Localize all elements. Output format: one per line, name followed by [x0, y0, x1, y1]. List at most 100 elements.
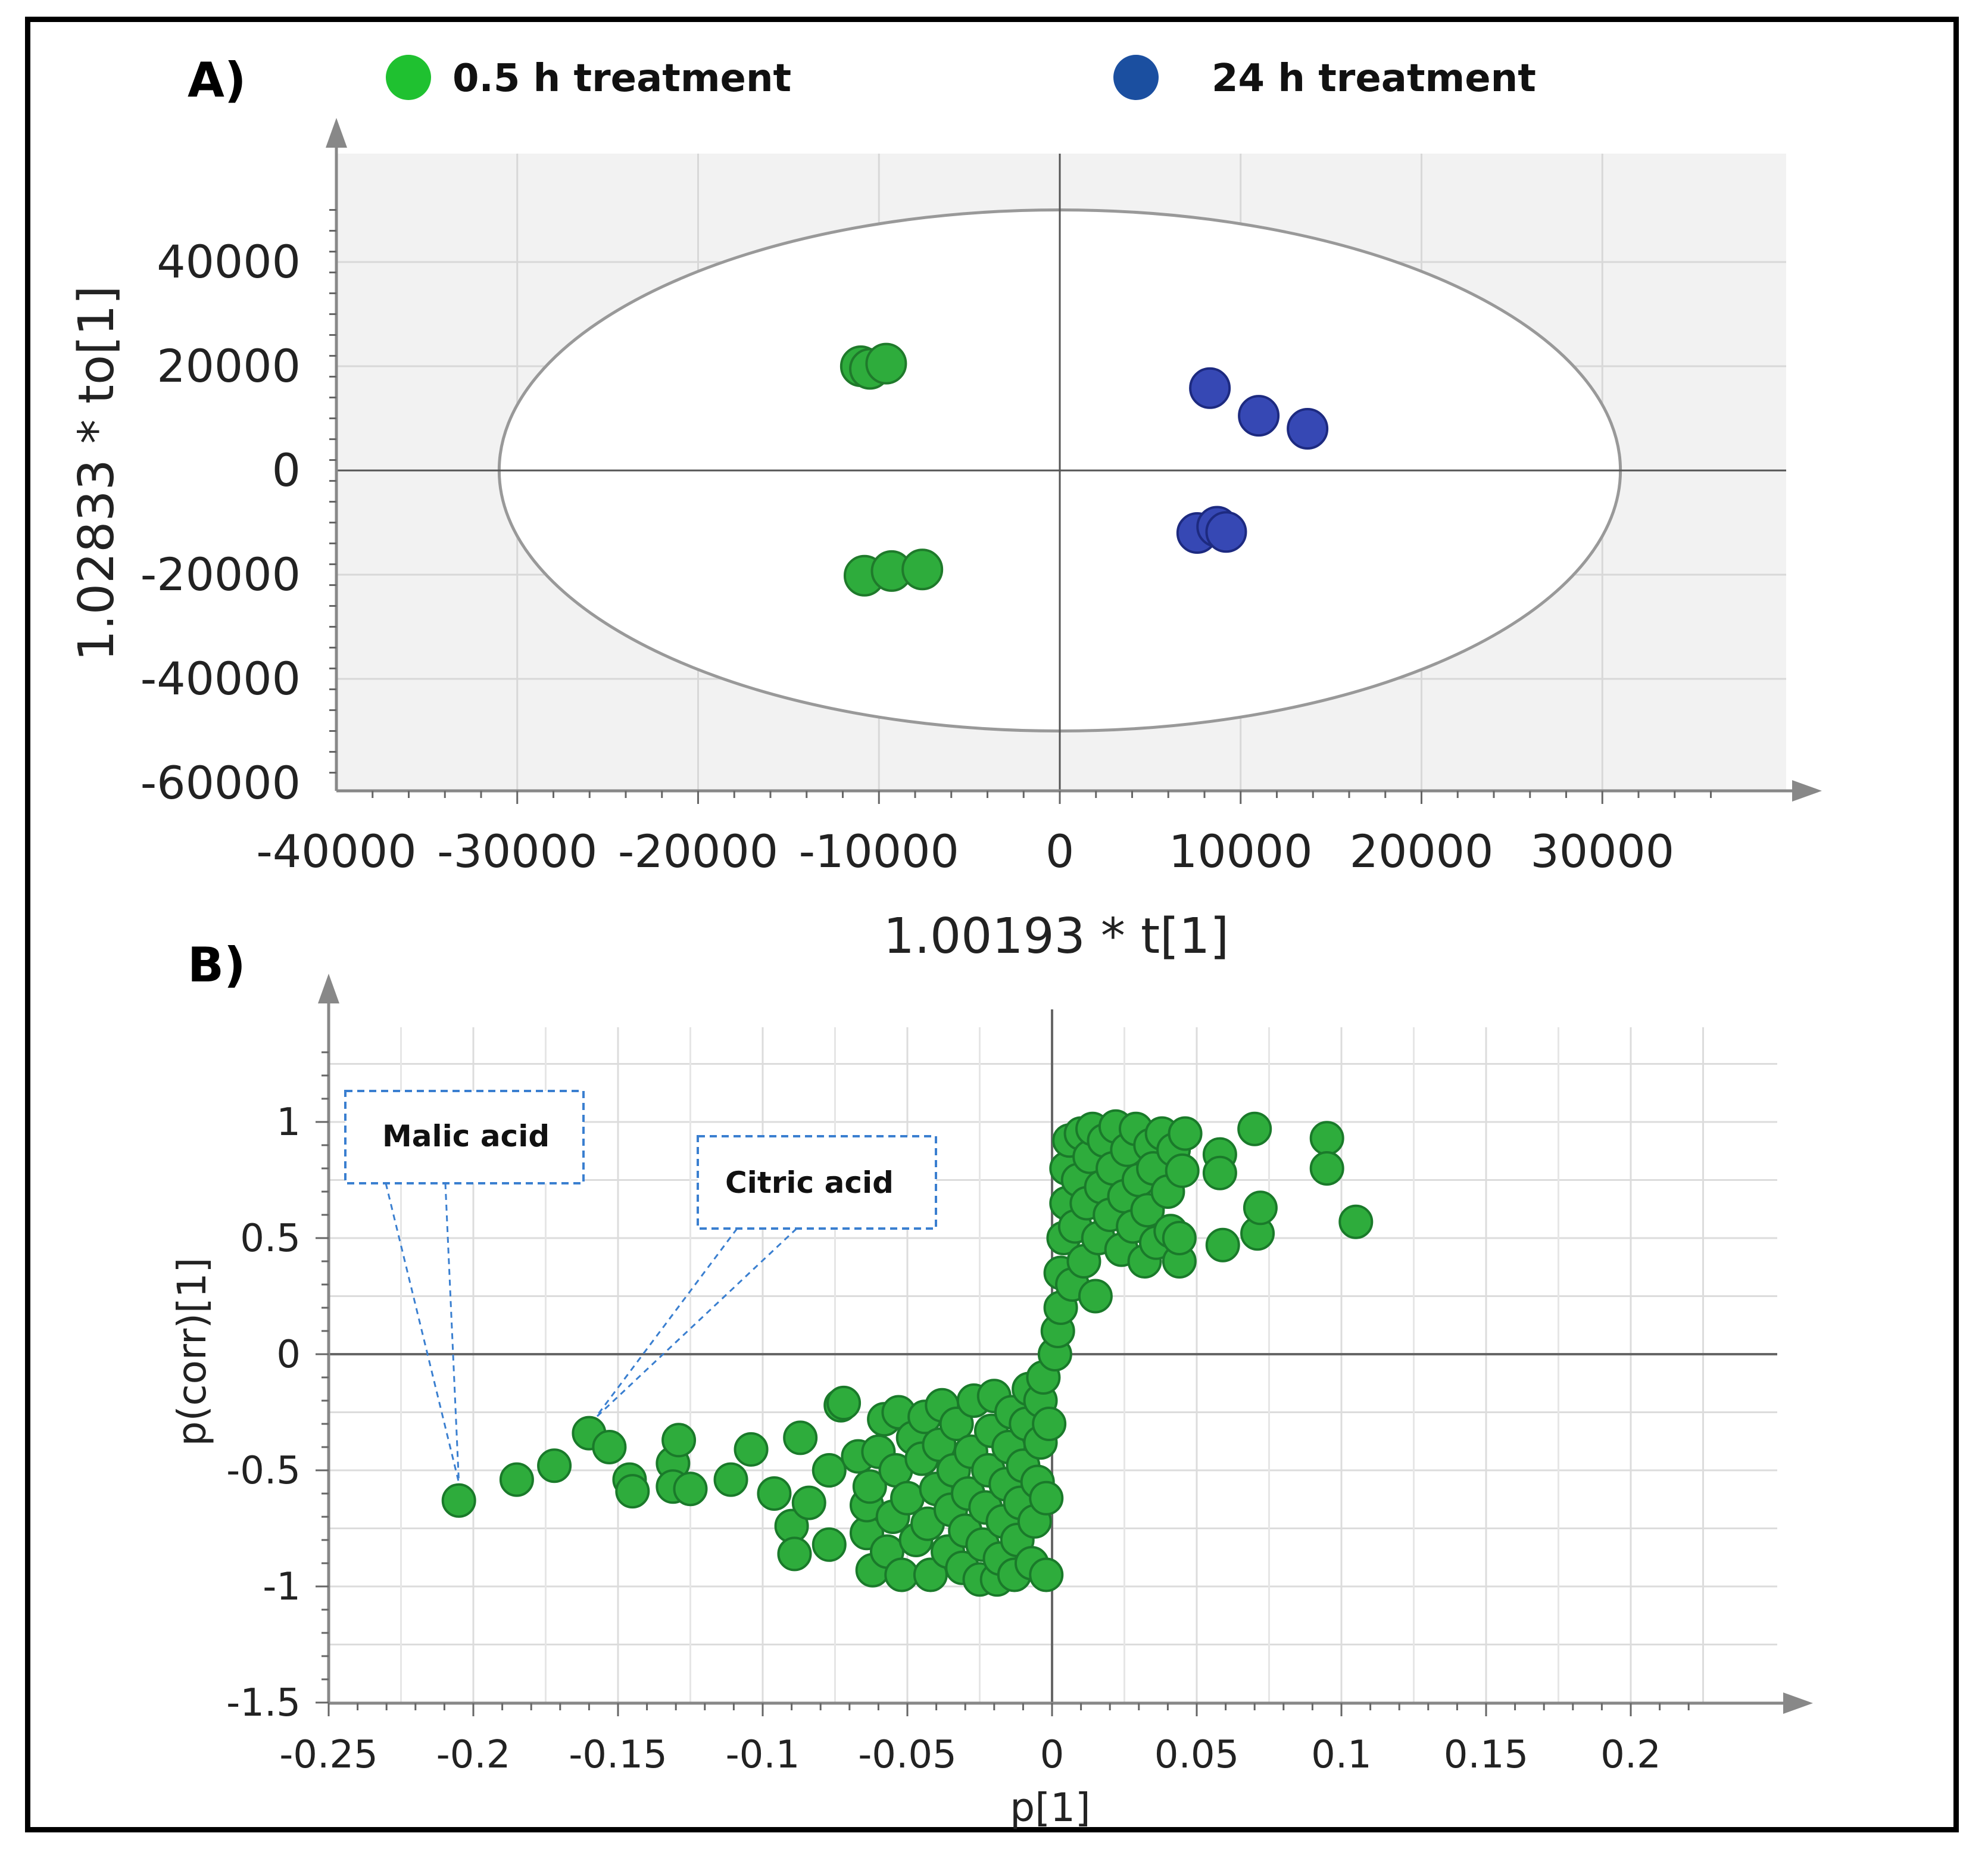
y-tick-label-a: -20000	[141, 548, 301, 601]
variable-point-123	[1202, 1155, 1237, 1190]
y-tick-label-b: -1.5	[226, 1681, 301, 1725]
variable-point-8	[661, 1423, 697, 1458]
y-tick-label-a: 40000	[157, 235, 301, 288]
x-tick-label-a: 0	[1046, 825, 1074, 878]
axes-a	[326, 118, 1822, 804]
x-tick-label-b: -0.1	[726, 1733, 800, 1777]
variable-point-13	[757, 1476, 792, 1511]
x-tick-label-a: 10000	[1169, 825, 1313, 878]
variable-point-4	[592, 1430, 627, 1464]
x-tick-label-b: 0	[1040, 1733, 1065, 1777]
legend-a: 0.5 h treatment 24 h treatment	[386, 55, 1536, 101]
variable-point-125	[1237, 1111, 1272, 1146]
point-24h-1	[1238, 395, 1280, 437]
panel-a-label: A)	[188, 52, 246, 108]
y-axis-title-a: 1.02833 * to[1]	[68, 286, 125, 662]
variable-point-119	[1162, 1221, 1197, 1255]
x-tick-label-a: -20000	[618, 825, 778, 878]
point-24h-2	[1287, 408, 1329, 450]
y-tick-label-b: -0.5	[226, 1449, 301, 1493]
x-tick-label-a: 20000	[1350, 825, 1494, 878]
point-24h-0	[1189, 367, 1231, 409]
points-b	[441, 1109, 1374, 1597]
variable-point-17	[791, 1485, 826, 1520]
zero-lines-a	[336, 154, 1786, 791]
variable-point-79	[1032, 1407, 1067, 1441]
variable-point-47	[939, 1407, 974, 1441]
figure-frame	[25, 17, 1959, 1832]
legend-label-0-5h: 0.5 h treatment	[452, 57, 791, 101]
variable-point-1	[499, 1462, 534, 1497]
citric-acid-leader-2	[594, 1227, 798, 1419]
variable-point-96	[1078, 1279, 1113, 1314]
point-0-5h-5	[901, 548, 944, 591]
x-tick-label-a: -40000	[256, 825, 416, 878]
malic-acid-callout	[344, 1090, 585, 1184]
variable-point-77	[1029, 1557, 1064, 1592]
variable-point-124	[1205, 1227, 1240, 1262]
variable-point-78	[1029, 1480, 1064, 1516]
y-tick-labels-b: -1.5 -1 -0.5 0 0.5 1	[226, 1101, 301, 1725]
x-axis-title-a: 1.00193 * t[1]	[884, 908, 1229, 965]
x-tick-label-a: -10000	[799, 825, 959, 878]
point-24h-5	[1205, 511, 1247, 553]
y-tick-label-b: 1	[276, 1101, 301, 1145]
y-tick-label-a: -40000	[141, 652, 301, 705]
x-tick-label-b: 0.15	[1444, 1733, 1529, 1777]
annotations-b: Malic acid Citric acid	[344, 1090, 937, 1483]
variable-point-121	[1168, 1116, 1203, 1151]
y-tick-label-a: 0	[272, 444, 301, 497]
x-tick-label-b: 0.1	[1311, 1733, 1372, 1777]
malic-acid-label: Malic acid	[382, 1119, 550, 1154]
y-tick-label-a: 20000	[157, 339, 301, 392]
y-axis-arrow-a	[326, 118, 347, 148]
variable-point-12	[734, 1432, 769, 1467]
legend-label-24h: 24 h treatment	[1212, 57, 1536, 101]
legend-marker-0-5h	[386, 55, 431, 100]
y-tick-label-b: 0.5	[240, 1217, 301, 1261]
y-tick-label-b: -1	[263, 1565, 301, 1609]
points-a	[839, 342, 1329, 597]
variable-point-130	[1338, 1204, 1374, 1239]
y-tick-label-a: -60000	[141, 756, 301, 809]
variable-point-19	[812, 1453, 847, 1488]
panel-a: A) 0.5 h treatment 24 h treatment -40000…	[68, 52, 1822, 965]
y-tick-label-b: 0	[276, 1333, 301, 1377]
variable-point-21	[826, 1385, 862, 1420]
x-tick-label-b: -0.15	[569, 1733, 667, 1777]
variable-point-15	[777, 1536, 812, 1572]
panel-b-label: B)	[188, 937, 246, 993]
variable-point-0	[441, 1483, 476, 1518]
citric-acid-leader-1	[594, 1228, 738, 1419]
variable-point-11	[713, 1462, 748, 1497]
x-tick-label-b: 0.05	[1154, 1733, 1240, 1777]
y-axis-arrow-b	[318, 974, 339, 1003]
x-tick-labels-b: -0.25 -0.2 -0.15 -0.1 -0.05 0 0.05 0.1 0.15 0.2	[279, 1733, 1661, 1777]
variable-point-6	[615, 1474, 650, 1509]
x-tick-label-b: 0.2	[1600, 1733, 1661, 1777]
variable-point-120	[1165, 1153, 1200, 1188]
malic-acid-leader-2	[444, 1183, 460, 1483]
x-axis-title-b: p[1]	[1010, 1785, 1090, 1831]
variable-point-127	[1243, 1190, 1278, 1226]
variable-point-16	[783, 1420, 818, 1455]
axes-b	[316, 974, 1813, 1716]
x-tick-labels-a: -40000 -30000 -20000 -10000 0 10000 20000 30000	[256, 825, 1674, 878]
variable-point-129	[1309, 1151, 1344, 1186]
variable-point-128	[1309, 1121, 1344, 1156]
x-axis-arrow-a	[1792, 780, 1822, 802]
variable-point-33	[884, 1557, 919, 1592]
point-0-5h-2	[865, 342, 907, 385]
malic-acid-leader-1	[385, 1183, 460, 1483]
citric-acid-label: Citric acid	[725, 1165, 894, 1200]
panel-b: B) -0.25 -0.2 -0.15 -0.1 -0.05 0 0.05 0.1 0.15 0.…	[169, 937, 1813, 1831]
x-axis-arrow-b	[1783, 1692, 1813, 1714]
x-tick-label-b: -0.05	[858, 1733, 957, 1777]
variable-point-2	[537, 1448, 572, 1483]
citric-acid-callout	[697, 1135, 937, 1230]
x-tick-label-b: -0.25	[279, 1733, 378, 1777]
variable-point-10	[673, 1472, 708, 1507]
variable-point-25	[852, 1469, 887, 1504]
x-tick-label-a: -30000	[437, 825, 597, 878]
